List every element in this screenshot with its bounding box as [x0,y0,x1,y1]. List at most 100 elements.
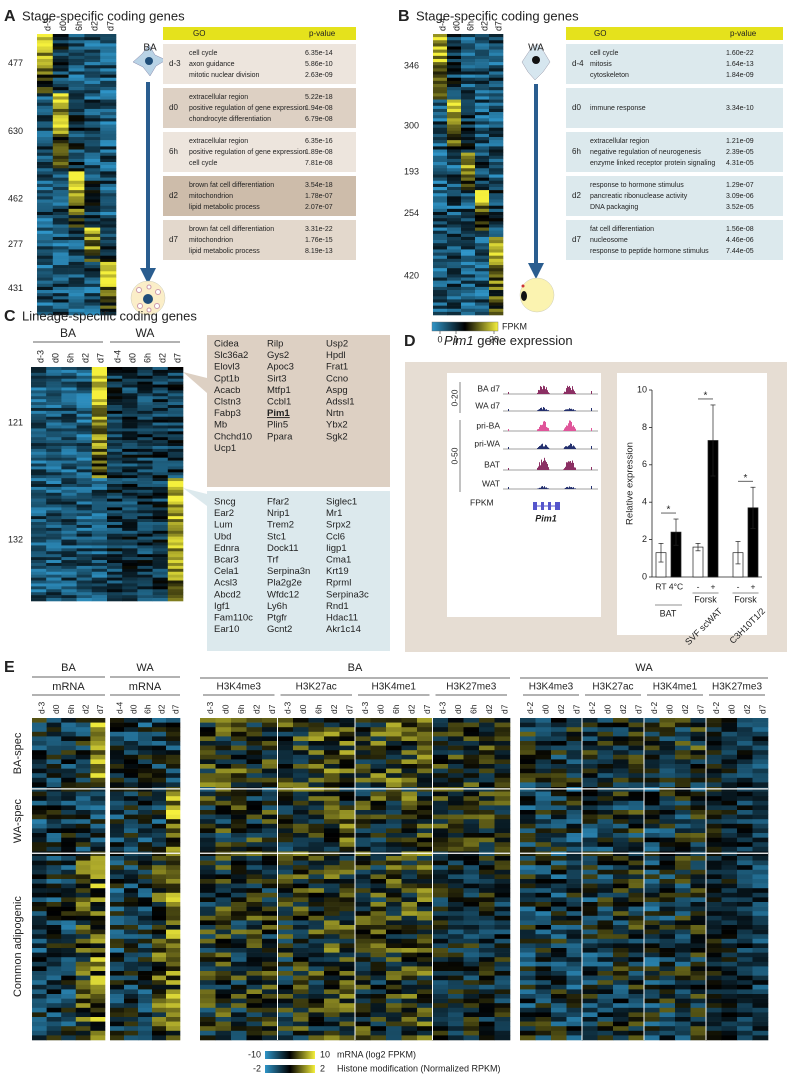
heatmap-cell [401,879,418,884]
heatmap-cell [461,293,476,297]
heatmap-cell [76,437,93,441]
heatmap-cell [448,869,464,875]
heatmap-cell [200,764,216,769]
heatmap-cell [535,759,552,765]
track-signal [591,408,592,411]
heatmap-cell [262,777,278,783]
heatmap-cell [324,764,340,769]
heatmap-cell [308,952,325,958]
heatmap-cell [246,938,263,944]
heatmap-cell [75,1012,91,1018]
heatmap-cell [355,957,371,963]
heatmap-cell [355,989,371,995]
track-signal [567,462,568,470]
gene-name: Apoc3 [267,362,294,373]
go-term: immune response [590,105,646,112]
heatmap-cell [417,892,433,898]
heatmap-cell [246,814,263,820]
heatmap-cell [110,727,125,733]
heatmap-cell [597,943,614,949]
heatmap-cell [167,551,184,555]
heatmap-cell [167,545,184,549]
heatmap-cell [137,475,153,479]
heatmap-cell [339,842,356,848]
heatmap-cell [200,865,216,871]
track-signal [591,391,592,394]
heatmap-cell [432,934,449,940]
heatmap-cell [110,833,125,838]
heatmap-cell [448,1035,464,1041]
column-label: 6h [142,353,152,363]
heatmap-cell [308,1003,325,1009]
heatmap-cell [370,1007,387,1013]
heatmap-cell [417,1026,433,1032]
heatmap-cell [475,290,490,294]
heatmap-cell [68,299,85,303]
heatmap-cell [138,957,153,963]
heatmap-cell [61,773,77,779]
heatmap-cell [401,777,418,783]
heatmap-cell [46,750,62,756]
heatmap-cell [447,208,462,213]
heatmap-cell [246,925,263,930]
heatmap-cell [551,892,567,898]
heatmap-cell [84,146,101,150]
heatmap-cell [166,925,181,930]
heatmap-cell [293,892,309,898]
heatmap-cell [461,221,476,225]
heatmap-cell [551,989,567,995]
gene-name: Mtfp1 [267,385,291,396]
column-label: d2 [157,353,167,363]
heatmap-cell [401,745,418,751]
heatmap-cell [246,805,263,811]
heatmap-cell [463,915,480,921]
heatmap-cell [386,800,402,806]
heatmap-cell [166,984,181,990]
heatmap-cell [339,1003,356,1009]
heatmap-cell [628,911,645,917]
track-signal [564,410,565,411]
heatmap-cell [61,522,77,526]
heatmap-cell [75,883,91,889]
track-signal [563,469,564,470]
heatmap-cell [152,796,167,802]
heatmap-cell [215,828,232,834]
heatmap-cell [46,489,62,494]
heatmap-cell [463,984,480,990]
heatmap-cell [122,560,138,564]
heatmap-cell [110,952,125,958]
track-signal [574,427,575,431]
heatmap-cell [122,369,138,374]
heatmap-cell [61,536,77,540]
heatmap-cell [613,796,629,802]
gene-name: Gcnt2 [267,624,292,635]
heatmap-cell [31,460,47,464]
heatmap-cell [152,998,167,1004]
heatmap-cell [644,856,660,861]
heatmap-cell [61,405,77,409]
heatmap-cell [46,819,62,825]
heatmap-cell [447,137,462,141]
heatmap-cell [339,961,356,967]
heatmap-cell [447,102,462,107]
heatmap-cell [628,1012,645,1018]
heatmap-cell [386,883,402,889]
heatmap-cell [167,510,184,514]
heatmap-cell [475,87,490,91]
row-count: 300 [404,120,419,130]
go-term: chondrocyte differentiation [189,116,271,123]
column-label: d2 [618,704,628,714]
gene-name: Fabp3 [214,408,241,419]
heatmap-cell [110,846,125,852]
heatmap-cell [447,243,462,247]
heatmap-cell [463,961,480,967]
heatmap-cell [551,814,567,820]
heatmap-cell [152,562,169,567]
heatmap-cell [75,980,91,986]
heatmap-cell [479,842,495,848]
gene-name: Ptgfr [267,613,287,624]
heatmap-cell [489,152,504,157]
heatmap-cell [401,989,418,995]
heatmap-cell [76,481,93,485]
heatmap-cell [200,906,216,912]
